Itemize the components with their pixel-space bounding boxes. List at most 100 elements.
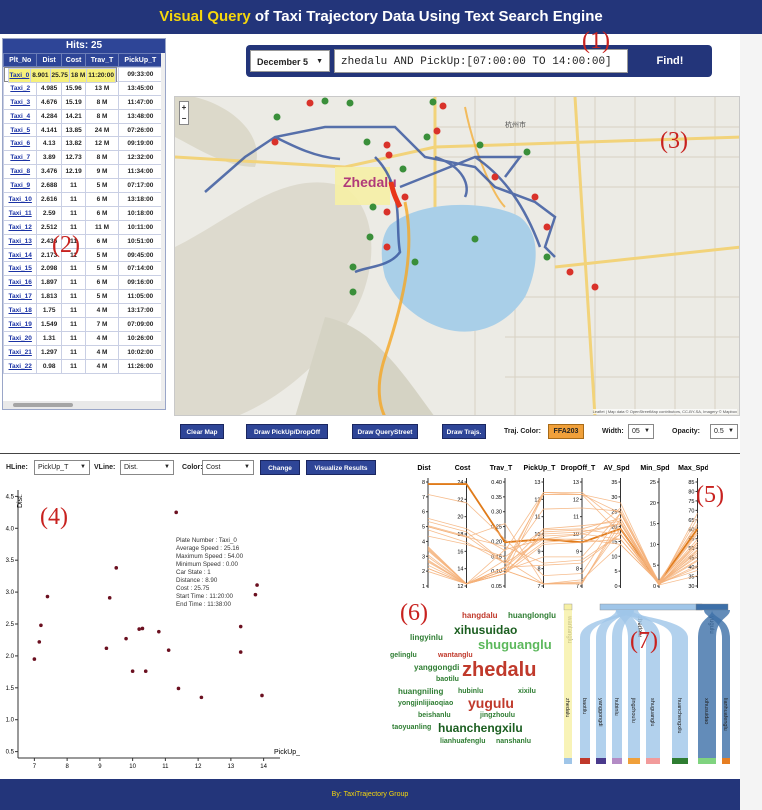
plate-link[interactable]: Taxi_20	[3, 330, 38, 346]
plate-link[interactable]: Taxi_7	[3, 150, 38, 166]
table-row[interactable]: Taxi_22 0.98 11 4 M 11:26:00	[3, 358, 164, 374]
table-row[interactable]: Taxi_14 2.173 11 5 M 09:45:00	[3, 247, 164, 263]
visualize-results-button[interactable]: Visualize Results	[306, 460, 376, 475]
column-header[interactable]: Plt_No	[3, 53, 38, 67]
word-cloud-term[interactable]: taoyuanling	[392, 724, 432, 731]
word-cloud-term[interactable]: beishanlu	[418, 712, 451, 719]
query-input[interactable]: zhedalu AND PickUp:[07:00:00 TO 14:00:00…	[334, 49, 628, 73]
pickup-dropoff-markers[interactable]	[271, 97, 599, 296]
column-header[interactable]: PickUp_T	[117, 53, 164, 67]
word-cloud-term[interactable]: yongjinlijiaoqiao	[398, 700, 454, 707]
map-attribution[interactable]: Leaflet | Map data © OpenStreetMap contr…	[592, 409, 737, 414]
scatter-point[interactable]	[45, 594, 50, 599]
draw-querystreet-button[interactable]: Draw QueryStreet	[352, 424, 418, 439]
word-cloud-term[interactable]: baotilu	[436, 676, 459, 683]
sankey-target[interactable]	[698, 758, 716, 764]
sankey-flow[interactable]	[698, 610, 730, 758]
record-line[interactable]	[427, 517, 698, 586]
sankey-target[interactable]	[596, 758, 606, 764]
scatter-point[interactable]	[166, 648, 171, 652]
scatter-point[interactable]	[124, 636, 128, 641]
record-line[interactable]	[427, 529, 698, 586]
plate-link[interactable]: Taxi_18	[3, 303, 38, 319]
scatter-point[interactable]	[114, 566, 119, 570]
word-cloud-term[interactable]: shuguanglu	[478, 637, 552, 652]
scatter-point[interactable]	[32, 657, 37, 661]
scatter-point[interactable]	[39, 623, 43, 628]
width-select[interactable]: 05 ▼	[628, 424, 654, 439]
sankey-flow[interactable]	[580, 610, 634, 758]
record-line[interactable]	[427, 494, 698, 584]
sankey-flow[interactable]	[624, 610, 660, 758]
sankey-target[interactable]	[564, 758, 572, 764]
table-row[interactable]: Taxi_9 2.688 11 5 M 07:17:00	[3, 178, 164, 194]
table-row[interactable]: Taxi_15 2.098 11 5 M 07:14:00	[3, 261, 164, 277]
sankey-source[interactable]	[695, 603, 729, 611]
plate-link[interactable]: Taxi_9	[3, 178, 38, 194]
hits-vertical-scrollbar[interactable]	[161, 53, 165, 403]
word-cloud-term[interactable]: huanglonglu	[508, 611, 556, 620]
table-row[interactable]: Taxi_16 1.897 11 6 M 09:16:00	[3, 275, 164, 291]
word-cloud-term[interactable]: hangdalu	[462, 611, 498, 620]
find-button[interactable]: Find!	[656, 55, 684, 67]
word-cloud-term[interactable]: zhedalu	[462, 659, 537, 681]
scatter-plot[interactable]: 0.5 1.0 1.5 2.0 2.5 3.0 3.5 4.0 4.5 7 8 9 10 11 12 13 14…	[0, 476, 305, 774]
sankey-flow[interactable]	[612, 610, 634, 758]
word-cloud-term[interactable]: xihusuidao	[454, 623, 518, 637]
hline-select[interactable]: PickUp_T ▼	[34, 460, 90, 475]
sankey-source[interactable]	[599, 603, 703, 611]
scatter-point[interactable]	[253, 592, 258, 597]
sankey-flow[interactable]	[616, 610, 688, 758]
scatter-point[interactable]	[140, 626, 145, 631]
plate-link[interactable]: Taxi_12	[3, 219, 38, 235]
table-row[interactable]: Taxi_0 8.901 25.75 18 M 11:20:00	[3, 67, 117, 83]
map-view[interactable]: Zhedalu 杭州市	[174, 96, 740, 416]
map-canvas[interactable]: Zhedalu 杭州市	[175, 97, 740, 416]
sankey-flow[interactable]	[616, 610, 640, 758]
word-cloud-term[interactable]: xixilu	[518, 688, 536, 695]
street-sankey[interactable]: wantangluzhedaluyuguluzhedalubaotiluyang…	[560, 598, 740, 774]
table-row[interactable]: Taxi_8 3.476 12.19 9 M 11:34:00	[3, 164, 164, 180]
table-row[interactable]: Taxi_20 1.31 11 4 M 10:26:00	[3, 330, 164, 346]
scatter-point[interactable]	[238, 650, 243, 654]
zoom-control[interactable]: + −	[179, 101, 189, 125]
sankey-svg[interactable]: wantangluzhedaluyuguluzhedalubaotiluyang…	[560, 598, 740, 774]
change-button[interactable]: Change	[260, 460, 300, 475]
sankey-target[interactable]	[612, 758, 622, 764]
record-line[interactable]	[427, 494, 698, 586]
plate-link[interactable]: Taxi_19	[3, 317, 38, 332]
street-word-cloud[interactable]: hangdalu huanglonglu xihusuidao lingyinlu sh…	[384, 598, 556, 770]
scrollbar-thumb[interactable]	[13, 403, 73, 407]
word-cloud-term[interactable]: lingyinlu	[410, 633, 443, 642]
sankey-flow[interactable]	[596, 610, 626, 758]
clear-map-button[interactable]: Clear Map	[180, 424, 224, 439]
table-row[interactable]: Taxi_7 3.89 12.73 8 M 12:32:00	[3, 150, 164, 166]
hits-horizontal-scrollbar[interactable]	[3, 401, 165, 409]
sankey-target[interactable]	[646, 758, 660, 764]
word-cloud-term[interactable]: huangniling	[398, 687, 444, 696]
plate-link[interactable]: Taxi_0	[7, 68, 32, 83]
parallel-coordinates[interactable]: Dist 8 7 6 5 4 3 2 1 Cost 24 22 20 18 16 14 12 Trav_T 0.40…	[408, 462, 708, 594]
plate-link[interactable]: Taxi_2	[3, 80, 38, 96]
plate-link[interactable]: Taxi_11	[3, 205, 38, 221]
word-cloud-term[interactable]: jingzhoulu	[480, 712, 515, 719]
word-cloud-term[interactable]: hubinlu	[458, 688, 484, 695]
column-header[interactable]: Trav_T	[85, 53, 119, 67]
scatter-svg[interactable]: 0.5 1.0 1.5 2.0 2.5 3.0 3.5 4.0 4.5 7 8 9 10 11 12 13 14…	[0, 476, 305, 774]
scatter-point[interactable]	[174, 510, 178, 515]
word-cloud-term[interactable]: wantanglu	[438, 652, 473, 659]
table-row[interactable]: Taxi_21 1.297 11 4 M 10:02:00	[3, 344, 164, 360]
sankey-target[interactable]	[580, 758, 590, 764]
sankey-target[interactable]	[722, 758, 730, 764]
sankey-target[interactable]	[672, 758, 688, 764]
scatter-point[interactable]	[37, 640, 42, 644]
plate-link[interactable]: Taxi_6	[3, 136, 38, 152]
table-row[interactable]: Taxi_3 4.676 15.19 8 M 11:47:00	[3, 94, 164, 110]
table-row[interactable]: Taxi_17 1.813 11 5 M 11:05:00	[3, 289, 164, 305]
sankey-target[interactable]	[628, 758, 640, 764]
plate-link[interactable]: Taxi_16	[3, 275, 38, 291]
sankey-flow[interactable]	[564, 610, 572, 758]
draw-trajs-button[interactable]: Draw Trajs.	[442, 424, 486, 439]
scatter-point[interactable]	[157, 629, 161, 634]
color-select[interactable]: Cost ▼	[202, 460, 254, 475]
